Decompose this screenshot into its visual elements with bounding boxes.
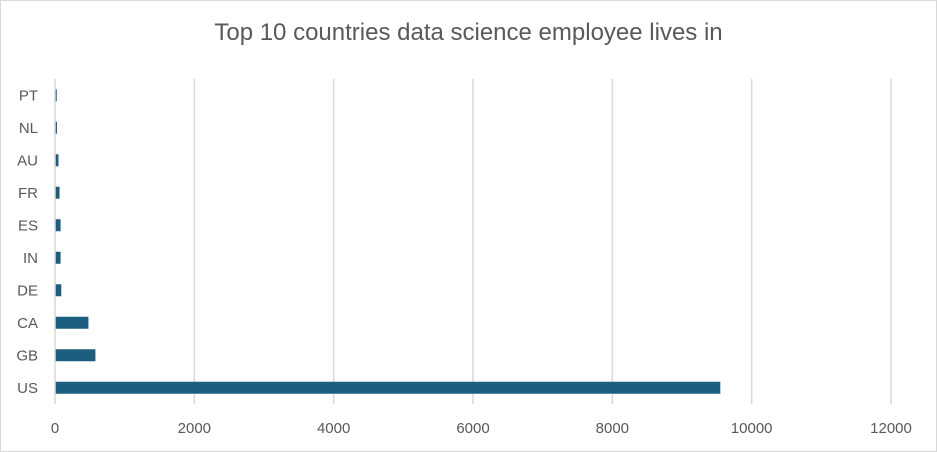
bar-pt [55, 89, 57, 102]
bar-us [55, 381, 721, 394]
bar-es [55, 219, 61, 232]
bar-gb [55, 349, 96, 362]
x-tick-label: 0 [51, 420, 59, 437]
y-tick-label: IN [23, 250, 38, 267]
x-tick-label: 10000 [731, 420, 773, 437]
y-tick-label: FR [18, 185, 38, 202]
x-tick-label: 8000 [596, 420, 629, 437]
x-tick-label: 12000 [870, 420, 912, 437]
y-tick-label: AU [17, 152, 38, 169]
x-tick-label: 4000 [317, 420, 350, 437]
y-tick-label: NL [19, 120, 38, 137]
y-tick-label: DE [17, 282, 38, 299]
bar-de [55, 284, 62, 297]
x-tick-label: 2000 [178, 420, 211, 437]
y-tick-label: GB [16, 347, 38, 364]
y-tick-label: US [17, 380, 38, 397]
y-tick-label: PT [19, 87, 38, 104]
y-tick-label: CA [17, 315, 38, 332]
bar-nl [55, 121, 57, 134]
chart-title: Top 10 countries data science employee l… [214, 19, 723, 46]
y-tick-label: ES [18, 217, 38, 234]
bar-in [55, 251, 61, 264]
bar-au [55, 154, 59, 167]
x-tick-label: 6000 [456, 420, 489, 437]
bar-fr [55, 186, 60, 199]
bar-ca [55, 316, 89, 329]
